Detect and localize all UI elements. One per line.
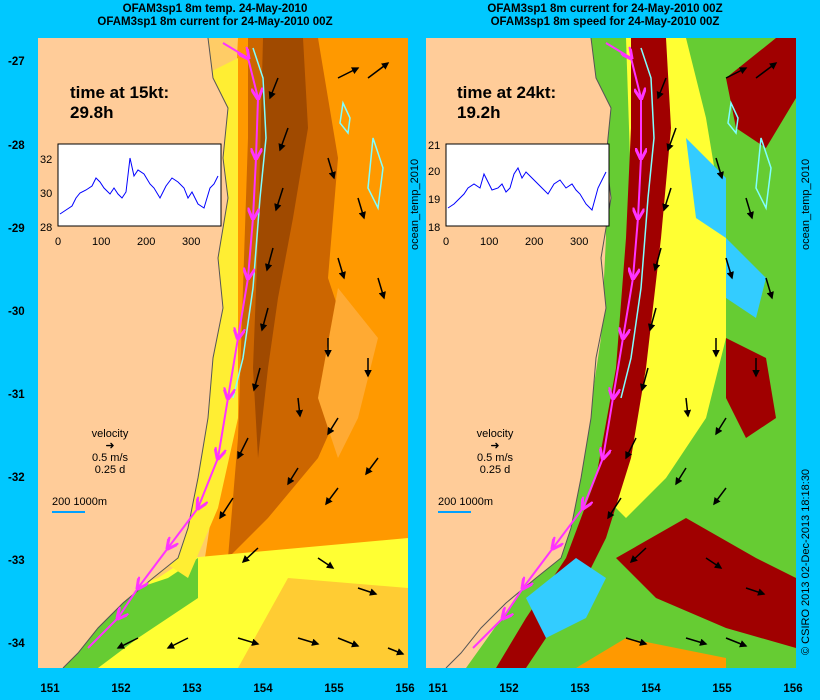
left-scale-line (52, 511, 85, 513)
right-velocity-duration: 0.25 d (479, 464, 511, 476)
x-axis-tick: 151 (428, 683, 448, 695)
x-axis-tick: 154 (641, 683, 661, 695)
right-inset-xtick: 200 (525, 236, 544, 248)
x-axis-tick: 152 (499, 683, 519, 695)
left-temperature-map (38, 38, 408, 668)
left-title: OFAM3sp1 8m temp. 24-May-2010 OFAM3sp1 8… (95, 3, 335, 29)
y-axis-tick: -30 (8, 306, 25, 318)
right-time-label-text: time at 24kt: (457, 83, 557, 102)
left-time-label-text: time at 15kt: (70, 83, 170, 102)
x-axis-tick: 156 (395, 683, 415, 695)
left-time-label: time at 15kt: 29.8h (70, 83, 169, 123)
left-title-line2: OFAM3sp1 8m current for 24-May-2010 00Z (97, 16, 333, 28)
left-scale-bar: 200 1000m (52, 496, 108, 508)
x-axis-tick: 155 (712, 683, 732, 695)
right-map-panel (426, 38, 796, 668)
left-velocity-legend: velocity ➜ 0.5 m/s 0.25 d (80, 428, 140, 476)
left-velocity-duration: 0.25 d (94, 464, 126, 476)
y-axis-tick: -33 (8, 555, 25, 567)
right-inset-ytick: 20 (428, 166, 441, 178)
left-inset-xtick: 100 (92, 236, 111, 248)
right-inset-ytick: 18 (428, 222, 441, 234)
side-label-left: ocean_temp_2010 (409, 158, 421, 250)
right-scale-bar: 200 1000m (438, 496, 494, 508)
right-inset-xtick: 0 (443, 236, 450, 248)
x-axis-tick: 155 (324, 683, 344, 695)
right-vessel-track (472, 42, 641, 649)
left-velocity-arrow-icon: ➜ (105, 440, 115, 452)
right-speed-map (426, 38, 796, 668)
left-velocity-label: velocity (91, 428, 129, 440)
right-velocity-arrow-icon: ➜ (490, 440, 500, 452)
left-map-panel (38, 38, 408, 668)
left-time-value: 29.8h (70, 103, 114, 122)
left-title-line1: OFAM3sp1 8m temp. 24-May-2010 (122, 3, 308, 15)
right-velocity-legend: velocity ➜ 0.5 m/s 0.25 d (465, 428, 525, 476)
left-velocity-speed: 0.5 m/s (91, 452, 129, 464)
y-axis-tick: -27 (8, 56, 25, 68)
right-velocity-speed: 0.5 m/s (476, 452, 514, 464)
side-label-right: ocean_temp_2010 (800, 158, 812, 250)
x-axis-tick: 153 (570, 683, 590, 695)
right-title-line2: OFAM3sp1 8m speed for 24-May-2010 00Z (490, 16, 720, 28)
x-axis-tick: 152 (111, 683, 131, 695)
right-scale-line (438, 511, 471, 513)
x-axis-tick: 153 (182, 683, 202, 695)
right-title: OFAM3sp1 8m current for 24-May-2010 00Z … (475, 3, 735, 29)
x-axis-tick: 156 (783, 683, 803, 695)
right-inset-xtick: 100 (480, 236, 499, 248)
left-inset-ytick: 28 (40, 222, 53, 234)
left-vessel-track (87, 42, 258, 649)
left-inset-xtick: 200 (137, 236, 156, 248)
x-axis-tick: 154 (253, 683, 273, 695)
y-axis-tick: -28 (8, 140, 25, 152)
right-velocity-label: velocity (476, 428, 514, 440)
y-axis-tick: -31 (8, 389, 25, 401)
left-inset-ytick: 32 (40, 154, 53, 166)
left-inset-xtick: 0 (55, 236, 62, 248)
right-inset-ytick: 19 (428, 194, 441, 206)
y-axis-tick: -34 (8, 638, 25, 650)
right-inset-xtick: 300 (570, 236, 589, 248)
right-title-line1: OFAM3sp1 8m current for 24-May-2010 00Z (487, 3, 723, 15)
right-time-label: time at 24kt: 19.2h (457, 83, 556, 123)
left-inset-xtick: 300 (182, 236, 201, 248)
right-inset-ytick: 21 (428, 140, 441, 152)
y-axis-tick: -29 (8, 223, 25, 235)
credit-label: © CSIRO 2013 02-Dec-2013 18:18:30 (800, 468, 812, 655)
right-time-value: 19.2h (457, 103, 501, 122)
left-inset-ytick: 30 (40, 188, 53, 200)
y-axis-tick: -32 (8, 472, 25, 484)
x-axis-tick: 151 (40, 683, 60, 695)
